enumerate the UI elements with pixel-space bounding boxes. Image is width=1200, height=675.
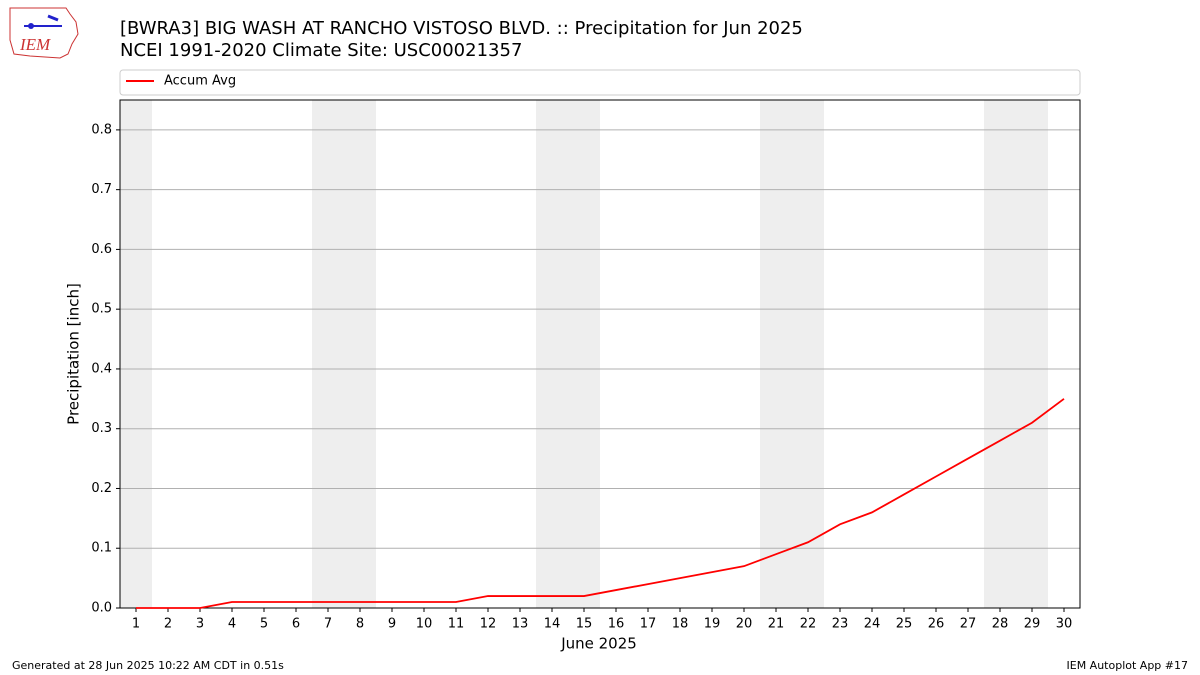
weekend-shade [312, 100, 344, 608]
x-tick-label: 20 [736, 617, 753, 632]
weekend-shade [1016, 100, 1048, 608]
data-line [136, 398, 1065, 609]
weekend-shade [120, 100, 152, 608]
x-tick-label: 25 [896, 617, 913, 632]
x-tick-label: 10 [416, 617, 433, 632]
footer-left: Generated at 28 Jun 2025 10:22 AM CDT in… [12, 659, 284, 672]
y-tick-label: 0.8 [91, 122, 112, 137]
x-tick-label: 6 [292, 617, 300, 632]
x-tick-label: 9 [388, 617, 396, 632]
x-tick-label: 15 [576, 617, 593, 632]
chart-subtitle: NCEI 1991-2020 Climate Site: USC00021357 [120, 40, 522, 61]
x-tick-label: 23 [832, 617, 849, 632]
x-tick-label: 8 [356, 617, 364, 632]
x-tick-label: 7 [324, 617, 332, 632]
weekend-shade [568, 100, 600, 608]
y-tick-label: 0.6 [91, 242, 112, 257]
x-tick-label: 16 [608, 617, 625, 632]
x-tick-label: 28 [992, 617, 1009, 632]
y-tick-label: 0.7 [91, 182, 112, 197]
x-tick-label: 5 [260, 617, 268, 632]
weekend-shade [792, 100, 824, 608]
y-tick-label: 0.4 [91, 361, 112, 376]
y-tick-label: 0.2 [91, 481, 112, 496]
logo: IEM [9, 7, 79, 59]
x-tick-label: 29 [1024, 617, 1041, 632]
weekend-shade [344, 100, 376, 608]
footer-right: IEM Autoplot App #17 [1067, 659, 1189, 672]
legend-label: Accum Avg [164, 74, 236, 89]
x-tick-label: 30 [1056, 617, 1073, 632]
x-axis-label: June 2025 [560, 635, 637, 653]
logo-text: IEM [19, 35, 51, 54]
weekend-shade [760, 100, 792, 608]
weekend-shade [984, 100, 1016, 608]
y-tick-label: 0.3 [91, 421, 112, 436]
x-tick-label: 22 [800, 617, 817, 632]
x-tick-label: 14 [544, 617, 561, 632]
x-tick-label: 27 [960, 617, 977, 632]
x-tick-label: 17 [640, 617, 657, 632]
x-tick-label: 4 [228, 617, 236, 632]
y-tick-label: 0.0 [91, 601, 112, 616]
x-tick-label: 1 [132, 617, 140, 632]
x-tick-label: 3 [196, 617, 204, 632]
x-tick-label: 18 [672, 617, 689, 632]
x-tick-label: 21 [768, 617, 785, 632]
legend-box [119, 69, 1081, 96]
chart-title: [BWRA3] BIG WASH AT RANCHO VISTOSO BLVD.… [120, 18, 803, 39]
y-axis-label: Precipitation [inch] [65, 283, 83, 425]
y-tick-label: 0.1 [91, 541, 112, 556]
x-tick-label: 11 [448, 617, 465, 632]
x-tick-label: 13 [512, 617, 529, 632]
y-tick-label: 0.5 [91, 302, 112, 317]
weekend-shade [536, 100, 568, 608]
x-tick-label: 2 [164, 617, 172, 632]
x-tick-label: 12 [480, 617, 497, 632]
x-tick-label: 26 [928, 617, 945, 632]
x-tick-label: 24 [864, 617, 881, 632]
x-tick-label: 19 [704, 617, 721, 632]
plot-frame [119, 99, 1081, 609]
